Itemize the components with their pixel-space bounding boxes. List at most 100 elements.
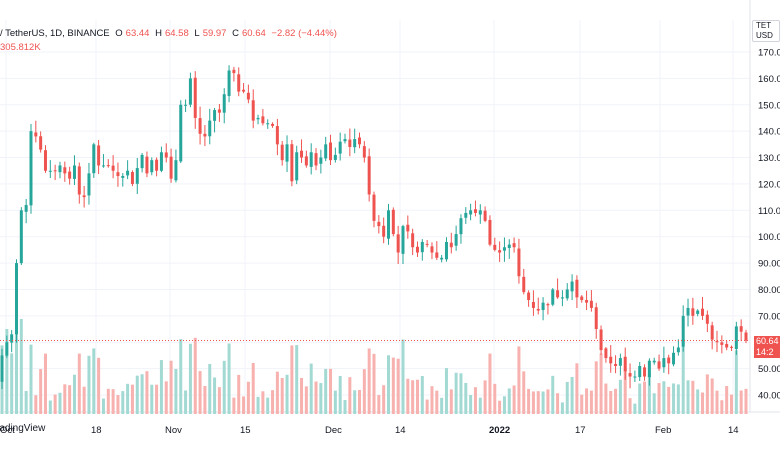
volume-bar bbox=[604, 383, 608, 414]
volume-bar bbox=[121, 391, 125, 414]
volume-bar bbox=[560, 402, 564, 414]
volume-bar bbox=[662, 381, 666, 414]
candle-body bbox=[449, 242, 453, 248]
currency-selector[interactable]: TET USD bbox=[752, 20, 780, 42]
volume-bar bbox=[198, 371, 202, 414]
volume-bar bbox=[522, 371, 526, 414]
symbol-label[interactable]: / TetherUS, 1D, BINANCE bbox=[0, 28, 110, 39]
volume-bar bbox=[517, 346, 521, 414]
candle-body bbox=[652, 360, 656, 363]
candle-body bbox=[488, 219, 492, 245]
candle-body bbox=[203, 133, 207, 137]
volume-bar bbox=[188, 343, 192, 414]
open-label: O bbox=[115, 28, 123, 39]
candle-body bbox=[246, 92, 250, 100]
volume-bar bbox=[425, 399, 429, 414]
x-tick-label: 14 bbox=[395, 425, 406, 436]
volume-bar bbox=[396, 358, 400, 414]
candle-body bbox=[469, 210, 473, 215]
volume-bar bbox=[106, 388, 110, 414]
candle-body bbox=[459, 218, 463, 235]
candle-body bbox=[68, 171, 72, 179]
close-value: 60.64 bbox=[241, 28, 266, 39]
volume-bar bbox=[261, 391, 265, 414]
x-tick-label: 17 bbox=[575, 425, 586, 436]
candle-body bbox=[691, 308, 695, 316]
y-tick-label: 80.00 bbox=[758, 285, 780, 296]
y-tick-label: 160.00 bbox=[758, 74, 780, 85]
candle-body bbox=[734, 326, 738, 350]
x-tick-label: 18 bbox=[91, 425, 102, 436]
volume-bar bbox=[401, 339, 405, 414]
candle-body bbox=[53, 170, 57, 172]
candle-body bbox=[560, 297, 564, 299]
volume-bar bbox=[275, 371, 279, 414]
y-tick-label: 140.00 bbox=[758, 127, 780, 138]
currency-line-1: TET bbox=[756, 21, 772, 30]
candle-body bbox=[730, 346, 734, 348]
candle-body bbox=[121, 176, 125, 178]
volume-bar bbox=[701, 392, 705, 414]
candle-body bbox=[396, 234, 400, 253]
candle-body bbox=[353, 139, 357, 148]
candle-body bbox=[701, 308, 705, 316]
candle-body bbox=[280, 144, 284, 161]
volume-bar bbox=[290, 345, 294, 414]
candle-body bbox=[401, 226, 405, 254]
candle-body bbox=[285, 144, 289, 162]
candle-body bbox=[208, 120, 212, 137]
candle-body bbox=[425, 243, 429, 245]
candle-body bbox=[406, 224, 410, 232]
candle-body bbox=[478, 210, 482, 215]
y-tick-label: 90.00 bbox=[758, 259, 780, 270]
volume-bar bbox=[329, 368, 333, 414]
volume-bar bbox=[367, 348, 371, 414]
y-tick-label: 120.00 bbox=[758, 179, 780, 190]
low-value: 59.97 bbox=[202, 28, 227, 39]
candle-body bbox=[372, 194, 376, 221]
volume-bar bbox=[541, 391, 545, 414]
candle-body bbox=[367, 156, 371, 195]
candle-body bbox=[585, 299, 589, 303]
candle-body bbox=[333, 154, 337, 160]
volume-bar bbox=[430, 386, 434, 414]
volume-bar bbox=[256, 396, 260, 414]
volume-bar bbox=[34, 395, 38, 414]
candle-body bbox=[483, 210, 487, 221]
volume-bar bbox=[551, 375, 555, 414]
volume-bar bbox=[594, 361, 598, 414]
tradingview-watermark[interactable]: radingView bbox=[0, 423, 46, 434]
candle-body bbox=[507, 244, 511, 249]
candle-body bbox=[92, 144, 96, 174]
volume-bar bbox=[280, 378, 284, 414]
volume-bar bbox=[155, 384, 159, 414]
volume-bar bbox=[295, 345, 299, 414]
candle-body bbox=[72, 165, 76, 179]
countdown-tag: 14:2 bbox=[754, 347, 780, 358]
candle-body bbox=[309, 152, 313, 167]
candle-body bbox=[580, 296, 584, 301]
volume-bar bbox=[676, 384, 680, 414]
volume-bar bbox=[319, 383, 323, 414]
x-tick-label: Oct bbox=[0, 425, 15, 436]
candle-body bbox=[430, 246, 434, 253]
volume-bar bbox=[130, 384, 134, 414]
volume-bar bbox=[232, 397, 236, 414]
candle-body bbox=[304, 156, 308, 166]
x-tick-label: Feb bbox=[655, 425, 671, 436]
volume-bar bbox=[647, 373, 651, 414]
volume-bar bbox=[10, 353, 14, 414]
candle-body bbox=[643, 367, 647, 377]
candle-body bbox=[614, 363, 618, 366]
volume-bar bbox=[609, 390, 613, 414]
volume-bar bbox=[82, 386, 86, 414]
volume-bar bbox=[343, 400, 347, 414]
volume-bar bbox=[502, 396, 506, 414]
candle-body bbox=[188, 78, 192, 105]
candle-body bbox=[237, 74, 241, 92]
volume-bar bbox=[672, 383, 676, 414]
volume-bar bbox=[14, 330, 18, 414]
candle-body bbox=[184, 104, 188, 106]
